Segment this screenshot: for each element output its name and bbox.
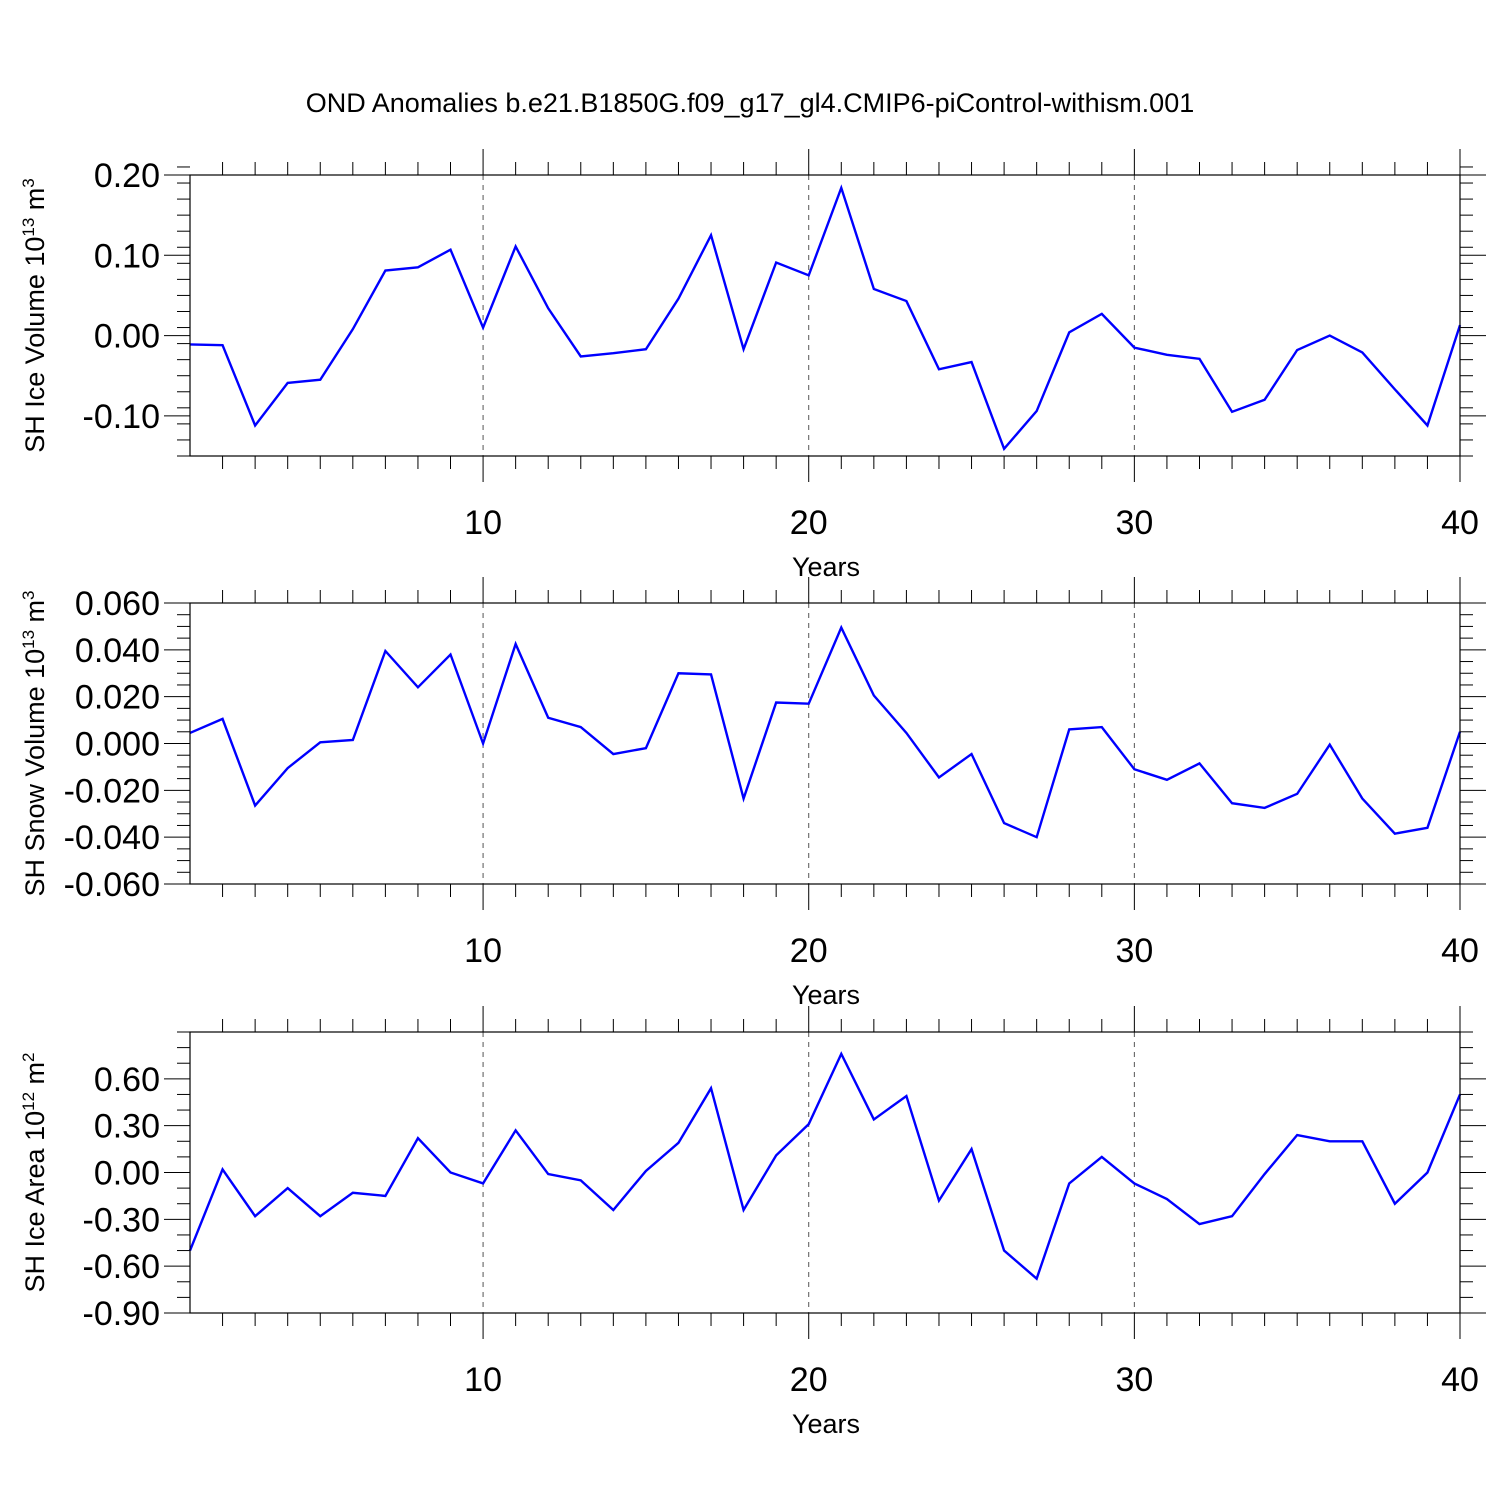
y-axis-title-superscript: 13 <box>19 218 38 237</box>
y-tick-label: -0.90 <box>83 1295 161 1333</box>
plot-frame <box>189 602 1461 885</box>
series-line <box>189 184 1462 452</box>
x-axis-title: Years <box>792 1409 860 1439</box>
y-tick-label: -0.10 <box>83 398 161 436</box>
x-axis-title: Years <box>792 980 860 1010</box>
y-tick-label: 0.60 <box>94 1061 160 1099</box>
x-tick-label: 20 <box>790 932 828 970</box>
x-tick-label: 30 <box>1115 504 1153 542</box>
x-tick-label: 20 <box>790 1361 828 1399</box>
y-axis-title-superscript: 3 <box>19 590 38 599</box>
x-tick-label: 30 <box>1115 932 1153 970</box>
figure-title: OND Anomalies b.e21.B1850G.f09_g17_gl4.C… <box>306 88 1194 118</box>
chart-panel-2: -0.060 -0.040 -0.020 0.000 0.020 0.040 0.060 10… <box>19 577 1486 1010</box>
y-axis-title-text: m <box>20 188 50 218</box>
x-tick-label: 10 <box>464 504 502 542</box>
panels: -0.10 0.00 0.10 0.20 10 20 30 40 Years SH Ice Vol… <box>19 149 1486 1439</box>
y-tick-label: -0.020 <box>64 772 160 810</box>
y-tick-label: 0.00 <box>94 1155 160 1193</box>
x-axis-title: Years <box>792 552 860 582</box>
x-tick-label: 10 <box>464 932 502 970</box>
x-tick-label: 40 <box>1441 504 1479 542</box>
y-axis-title-text: SH Ice Volume 10 <box>20 237 50 453</box>
chart-panel-3: -0.90 -0.60 -0.30 0.00 0.30 0.60 10 20 30 40 Years… <box>19 1006 1486 1439</box>
x-tick-label: 40 <box>1441 1361 1479 1399</box>
x-tick-label: 30 <box>1115 1361 1153 1399</box>
y-tick-label: 0.30 <box>94 1108 160 1146</box>
y-axis-title-text: m <box>20 1062 50 1092</box>
series-line <box>188 1051 1462 1281</box>
y-tick-label: 0.020 <box>75 679 160 717</box>
y-tick-label: 0.040 <box>75 632 160 670</box>
y-tick-label: 0.060 <box>75 585 160 623</box>
y-tick-label: 0.000 <box>75 726 160 764</box>
y-axis-title: SH Snow Volume 1013 m3 <box>19 590 50 896</box>
y-axis-title-text: SH Snow Volume 10 <box>20 649 50 897</box>
y-axis-title-text: m <box>20 600 50 630</box>
y-axis-title: SH Ice Volume 1013 m3 <box>19 178 50 453</box>
y-tick-label: 0.20 <box>94 157 160 195</box>
x-tick-label: 40 <box>1441 932 1479 970</box>
y-tick-label: 0.00 <box>94 318 160 356</box>
y-axis-title-superscript: 3 <box>19 178 38 187</box>
chart-panel-1: -0.10 0.00 0.10 0.20 10 20 30 40 Years SH Ice Vol… <box>19 149 1486 582</box>
y-tick-label: -0.040 <box>64 819 160 857</box>
x-tick-label: 10 <box>464 1361 502 1399</box>
y-axis-title-superscript: 2 <box>19 1053 38 1062</box>
y-axis-title-superscript: 12 <box>19 1092 38 1111</box>
y-axis-title-superscript: 13 <box>19 630 38 649</box>
y-tick-label: 0.10 <box>94 237 160 275</box>
plot-frame <box>189 1031 1461 1314</box>
plot-frame <box>189 174 1461 457</box>
y-tick-label: -0.30 <box>83 1201 161 1239</box>
series-line <box>189 624 1462 839</box>
y-tick-label: -0.60 <box>83 1248 161 1286</box>
y-tick-label: -0.060 <box>64 866 160 904</box>
x-tick-label: 20 <box>790 504 828 542</box>
y-axis-title: SH Ice Area 1012 m2 <box>19 1053 50 1293</box>
y-axis-title-text: SH Ice Area 10 <box>20 1111 50 1293</box>
